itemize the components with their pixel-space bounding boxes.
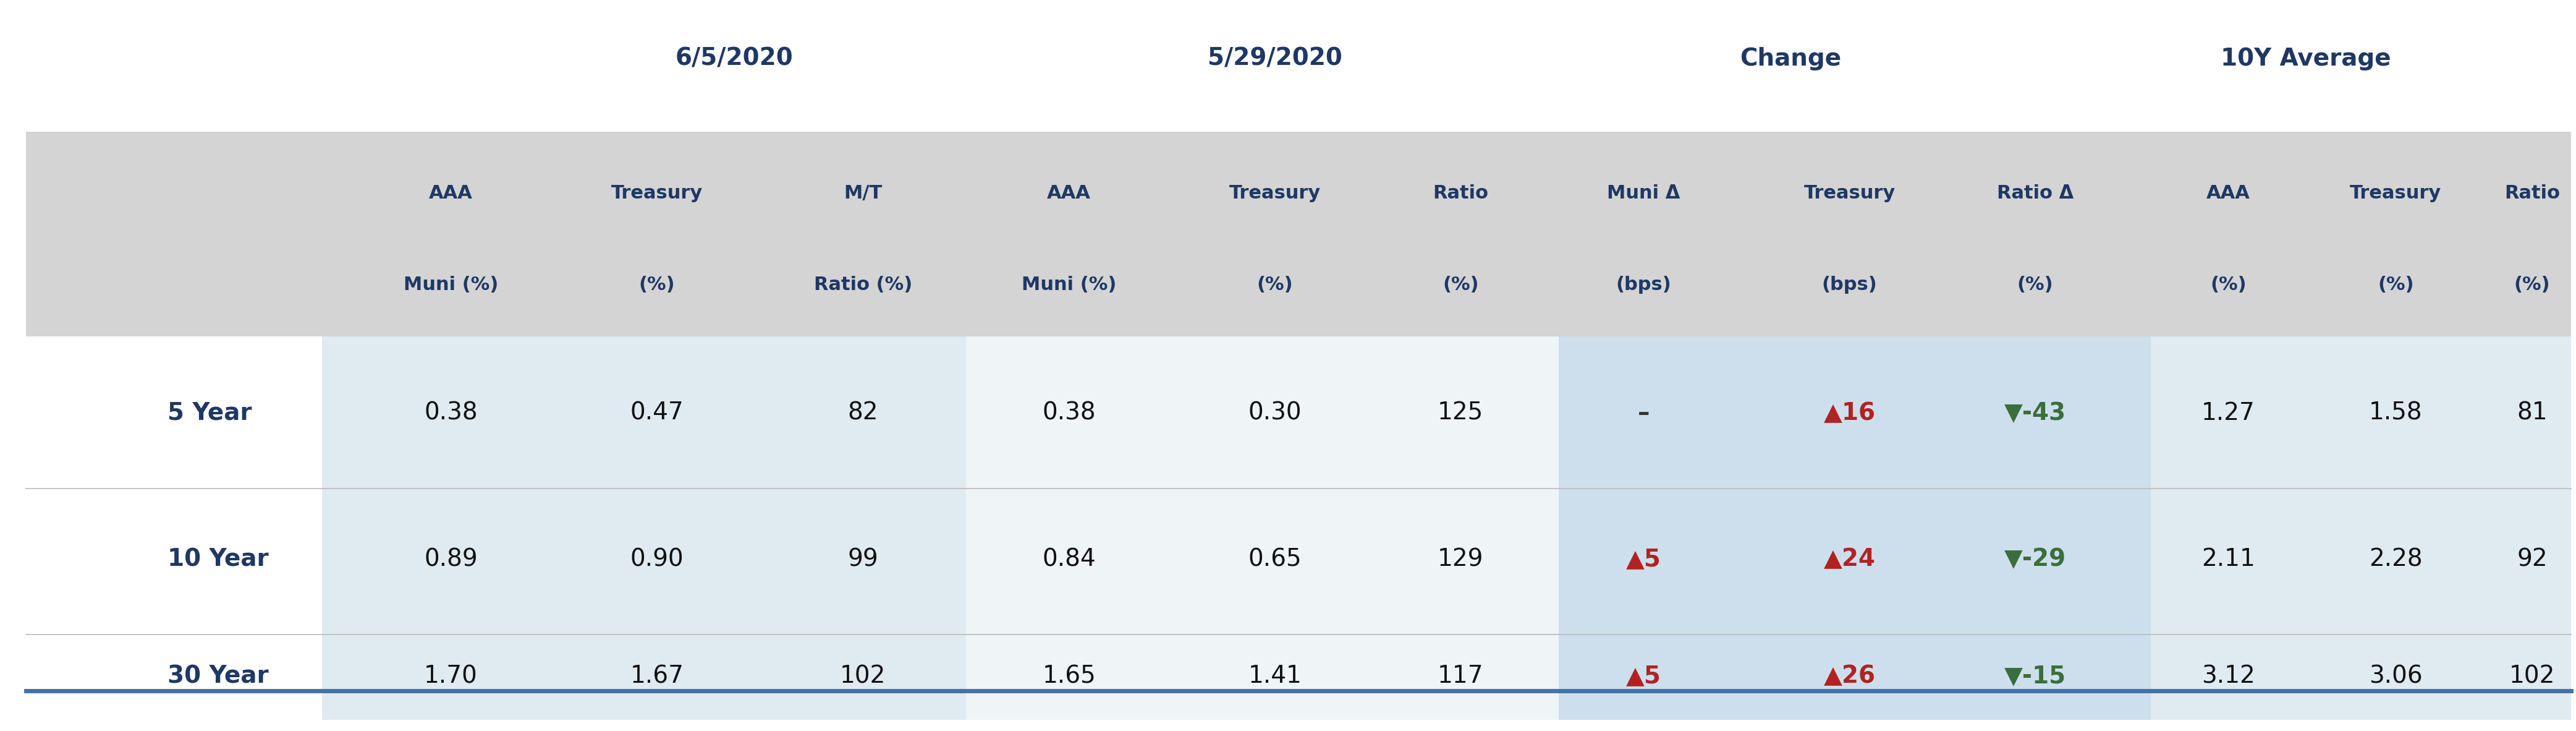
Text: Change: Change xyxy=(1739,47,1842,70)
Text: 1.27: 1.27 xyxy=(2202,401,2254,425)
Text: 0.65: 0.65 xyxy=(1249,548,1301,571)
Text: AAA: AAA xyxy=(428,184,474,202)
Text: AAA: AAA xyxy=(1046,184,1092,202)
Text: ▲5: ▲5 xyxy=(1625,664,1662,688)
Text: Treasury: Treasury xyxy=(611,184,703,202)
Text: 102: 102 xyxy=(2509,664,2555,688)
Text: 81: 81 xyxy=(2517,401,2548,425)
Text: 5/29/2020: 5/29/2020 xyxy=(1208,47,1342,70)
Text: 0.47: 0.47 xyxy=(631,401,683,425)
Text: 1.58: 1.58 xyxy=(2370,401,2421,425)
Text: Muni (%): Muni (%) xyxy=(1023,276,1115,294)
Bar xyxy=(2151,336,2571,720)
Text: (bps): (bps) xyxy=(1615,276,1672,294)
Text: (%): (%) xyxy=(2378,276,2414,294)
Text: 1.67: 1.67 xyxy=(631,664,683,688)
Text: 10Y Average: 10Y Average xyxy=(2221,47,2391,70)
Text: 92: 92 xyxy=(2517,548,2548,571)
Text: (%): (%) xyxy=(1443,276,1479,294)
Text: 0.38: 0.38 xyxy=(1043,401,1095,425)
Text: (%): (%) xyxy=(639,276,675,294)
Text: 10 Year: 10 Year xyxy=(167,548,268,571)
Text: Ratio (%): Ratio (%) xyxy=(814,276,912,294)
Text: Ratio: Ratio xyxy=(2504,184,2561,202)
Text: 5 Year: 5 Year xyxy=(167,401,252,425)
Text: 0.89: 0.89 xyxy=(425,548,477,571)
Text: Muni Δ: Muni Δ xyxy=(1607,184,1680,202)
Text: 0.38: 0.38 xyxy=(425,401,477,425)
Text: ▲5: ▲5 xyxy=(1625,548,1662,571)
Text: 102: 102 xyxy=(840,664,886,688)
Bar xyxy=(966,336,1558,720)
Text: 6/5/2020: 6/5/2020 xyxy=(675,47,793,70)
Bar xyxy=(26,132,2571,336)
Text: 1.65: 1.65 xyxy=(1043,664,1095,688)
Text: –: – xyxy=(1638,401,1649,425)
Text: 99: 99 xyxy=(848,548,878,571)
Text: Treasury: Treasury xyxy=(2349,184,2442,202)
Text: (%): (%) xyxy=(1257,276,1293,294)
Text: M/T: M/T xyxy=(845,184,881,202)
Text: ▼-15: ▼-15 xyxy=(2004,664,2066,688)
Text: ▲16: ▲16 xyxy=(1824,401,1875,425)
Text: 0.84: 0.84 xyxy=(1043,548,1095,571)
Text: Ratio: Ratio xyxy=(1432,184,1489,202)
Text: ▲26: ▲26 xyxy=(1824,664,1875,688)
Text: 117: 117 xyxy=(1437,664,1484,688)
Bar xyxy=(1558,336,2151,720)
Text: 3.06: 3.06 xyxy=(2370,664,2421,688)
Text: (%): (%) xyxy=(2017,276,2053,294)
Text: 129: 129 xyxy=(1437,548,1484,571)
Text: 1.41: 1.41 xyxy=(1249,664,1301,688)
Text: Treasury: Treasury xyxy=(1229,184,1321,202)
Text: (%): (%) xyxy=(2210,276,2246,294)
Text: 1.70: 1.70 xyxy=(425,664,477,688)
Bar xyxy=(322,336,966,720)
Text: Muni (%): Muni (%) xyxy=(404,276,497,294)
Text: ▼-43: ▼-43 xyxy=(2004,401,2066,425)
Text: Ratio Δ: Ratio Δ xyxy=(1996,184,2074,202)
Text: 2.28: 2.28 xyxy=(2370,548,2421,571)
Text: AAA: AAA xyxy=(2205,184,2251,202)
Text: 0.90: 0.90 xyxy=(631,548,683,571)
Text: ▼-29: ▼-29 xyxy=(2004,548,2066,571)
Text: 125: 125 xyxy=(1437,401,1484,425)
Text: 30 Year: 30 Year xyxy=(167,664,268,688)
Text: 3.12: 3.12 xyxy=(2202,664,2254,688)
Text: Treasury: Treasury xyxy=(1803,184,1896,202)
Text: 0.30: 0.30 xyxy=(1249,401,1301,425)
Text: (bps): (bps) xyxy=(1821,276,1878,294)
Text: 2.11: 2.11 xyxy=(2202,548,2254,571)
Text: (%): (%) xyxy=(2514,276,2550,294)
Text: ▲24: ▲24 xyxy=(1824,548,1875,571)
Text: 82: 82 xyxy=(848,401,878,425)
